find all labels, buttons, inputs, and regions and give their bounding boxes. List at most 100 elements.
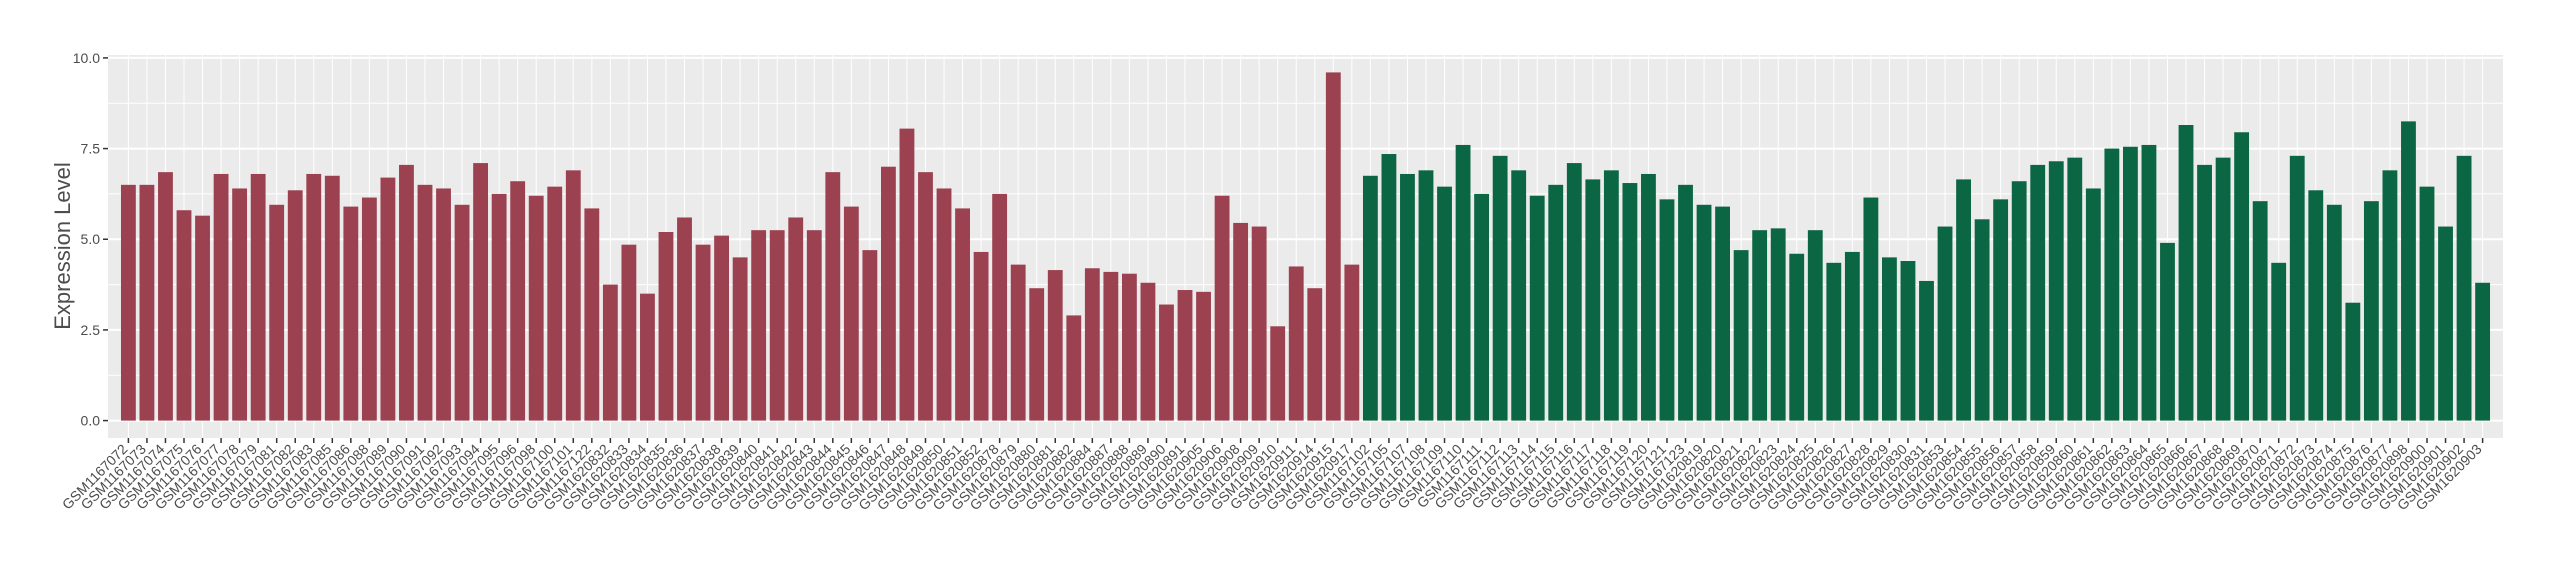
bar: [1752, 230, 1768, 421]
bar: [1251, 226, 1267, 421]
bar: [1474, 193, 1490, 421]
bar: [2456, 155, 2472, 421]
bar: [1437, 186, 1452, 421]
bar: [899, 128, 915, 421]
bar: [788, 217, 804, 421]
bar: [2289, 155, 2305, 421]
bar: [2122, 146, 2138, 421]
bar: [1603, 170, 1619, 421]
bar: [2271, 262, 2287, 421]
bar: [2345, 302, 2361, 421]
bar: [2141, 144, 2157, 421]
bar: [399, 164, 414, 421]
bar: [1159, 304, 1174, 421]
bar: [1196, 291, 1211, 421]
bar: [1288, 266, 1304, 421]
bar: [1659, 199, 1675, 421]
y-axis-title: Expression Level: [50, 162, 75, 330]
bar: [343, 206, 359, 421]
bar: [1641, 173, 1656, 421]
bar: [1789, 253, 1805, 421]
bar: [843, 206, 859, 421]
bar: [547, 186, 563, 421]
bar: [250, 173, 266, 421]
bar: [2252, 201, 2268, 421]
bar: [1622, 183, 1638, 421]
bar: [2104, 148, 2120, 421]
bar: [2011, 181, 2027, 421]
bar: [2326, 204, 2342, 421]
bar: [1863, 197, 1879, 421]
bar: [1325, 72, 1341, 421]
bar: [2234, 132, 2250, 421]
y-tick-label: 5.0: [81, 231, 101, 247]
bar: [510, 181, 526, 421]
bar: [1084, 268, 1100, 421]
bar: [880, 166, 896, 421]
bar: [1381, 154, 1397, 421]
bar: [195, 215, 210, 421]
bar: [1585, 179, 1601, 421]
bar: [1956, 179, 1971, 421]
bar: [1270, 326, 1286, 421]
bar: [1548, 184, 1564, 421]
bar: [1696, 204, 1712, 421]
bar: [324, 175, 340, 421]
bar: [2197, 164, 2212, 421]
bar: [454, 204, 470, 421]
bar: [769, 230, 785, 421]
bar: [213, 173, 229, 421]
bar: [2401, 121, 2416, 421]
bar: [2160, 242, 2175, 421]
bar: [2215, 157, 2231, 421]
bar: [417, 184, 433, 421]
bar: [695, 244, 711, 421]
bar: [1807, 230, 1823, 421]
bar: [621, 244, 637, 421]
y-tick-label: 7.5: [81, 141, 101, 157]
bar: [1678, 184, 1693, 421]
bar: [1529, 195, 1545, 421]
bar: [918, 172, 933, 421]
bar: [584, 208, 600, 421]
bar: [825, 172, 841, 421]
y-tick-label: 0.0: [81, 413, 101, 429]
bar: [602, 284, 618, 421]
bar: [1418, 170, 1434, 421]
bar: [732, 257, 748, 421]
bar: [1900, 261, 1916, 421]
bar: [806, 230, 822, 421]
bar: [1937, 226, 1953, 421]
bar: [1492, 155, 1508, 421]
bar: [2475, 282, 2491, 421]
bar: [1511, 170, 1527, 421]
bar: [139, 184, 155, 421]
bar: [1974, 219, 1990, 421]
bar: [287, 190, 303, 421]
bar: [473, 163, 489, 421]
bar: [306, 173, 322, 421]
bar: [677, 217, 692, 421]
bar: [491, 193, 507, 421]
bar: [2419, 186, 2435, 421]
bar: [1010, 264, 1026, 421]
bar: [2308, 190, 2324, 421]
bar: [1121, 273, 1137, 421]
y-tick-label: 2.5: [81, 322, 101, 338]
bar: [2438, 226, 2453, 421]
bar: [2382, 170, 2398, 421]
bar: [1770, 228, 1786, 421]
bar: [1715, 206, 1731, 421]
bar: [158, 172, 173, 421]
bar: [2363, 201, 2379, 421]
bar: [565, 170, 581, 421]
bar: [1844, 251, 1860, 421]
bar: [1566, 163, 1582, 421]
bar: [936, 188, 952, 421]
bar: [751, 230, 767, 421]
bar: [1362, 175, 1378, 421]
bar: [1177, 290, 1193, 421]
bar: [436, 188, 451, 421]
bar: [862, 250, 878, 421]
bar: [269, 204, 285, 421]
